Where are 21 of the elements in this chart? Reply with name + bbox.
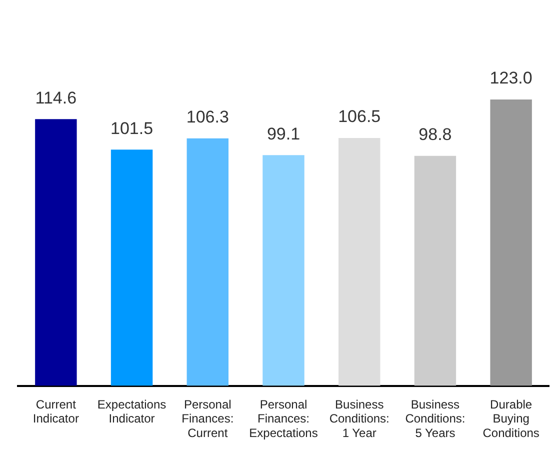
bar — [110, 150, 153, 386]
bar — [490, 100, 532, 386]
x-tick-label: Business Conditions: 1 Year — [329, 397, 390, 440]
x-tick-label: Personal Finances: Expectations — [249, 397, 318, 440]
bar — [186, 138, 229, 386]
data-label: 106.5 — [338, 107, 381, 126]
x-tick-label: Personal Finances: Current — [182, 397, 234, 440]
data-label: 114.6 — [35, 88, 77, 108]
x-tick-label: Business Conditions: 5 Years — [405, 397, 466, 440]
data-label: 98.8 — [418, 125, 452, 144]
bar — [35, 119, 77, 386]
bar — [338, 138, 380, 386]
data-label: 101.5 — [110, 118, 154, 138]
bar — [414, 156, 456, 386]
data-label: 123.0 — [490, 68, 532, 88]
data-label: 106.3 — [186, 108, 229, 127]
x-tick-label: Durable Buying Conditions — [482, 397, 540, 440]
bar — [262, 155, 304, 386]
data-label: 99.1 — [266, 124, 300, 144]
x-tick-label: Expectations Indicator — [97, 397, 166, 426]
x-tick-label: Current Indicator — [32, 397, 79, 426]
